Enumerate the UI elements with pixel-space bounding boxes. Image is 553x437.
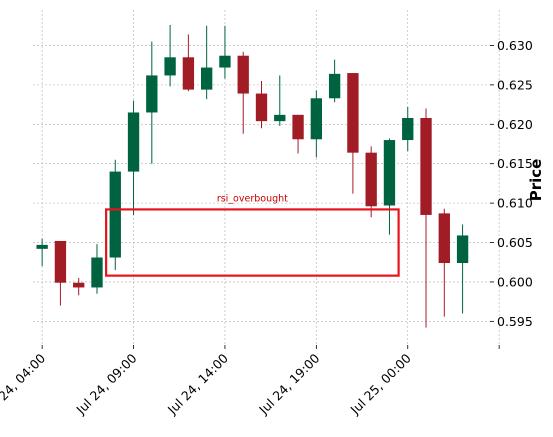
candle-body bbox=[73, 282, 85, 288]
candle-body bbox=[292, 114, 304, 140]
candle-down bbox=[347, 73, 359, 194]
candle-down bbox=[182, 34, 195, 92]
candle-up bbox=[310, 90, 323, 158]
candle-up bbox=[127, 100, 140, 215]
y-tick-label: 0.615 bbox=[497, 156, 533, 171]
candle-body bbox=[127, 112, 140, 172]
candle-body bbox=[91, 257, 103, 288]
candle-body bbox=[420, 117, 432, 215]
y-tick-label: 0.620 bbox=[497, 117, 533, 132]
x-tick-label: Jul 24, 14:00 bbox=[164, 350, 231, 417]
candle-body bbox=[383, 140, 396, 206]
annotation-box bbox=[105, 208, 400, 277]
y-tick-label: 0.605 bbox=[497, 235, 533, 250]
candle-up bbox=[456, 224, 469, 314]
candle-body bbox=[200, 67, 213, 90]
candle-up bbox=[274, 75, 286, 126]
candle-body bbox=[274, 114, 286, 122]
candle-up bbox=[383, 138, 396, 235]
candle-up bbox=[146, 41, 158, 164]
candle-down bbox=[54, 240, 67, 306]
candle-body bbox=[146, 75, 158, 113]
candle-down bbox=[420, 108, 432, 328]
candle-up bbox=[164, 24, 176, 87]
x-tick-label: Jul 24, 19:00 bbox=[255, 350, 322, 417]
candle-body bbox=[456, 235, 469, 264]
candle-body bbox=[255, 93, 268, 122]
candle-body bbox=[328, 73, 341, 99]
candle-body bbox=[182, 57, 195, 90]
candle-body bbox=[402, 117, 414, 141]
candle-up bbox=[109, 159, 121, 271]
candle-up bbox=[91, 244, 103, 294]
candle-up bbox=[328, 59, 341, 103]
candle-down bbox=[365, 146, 377, 218]
annotation-label: rsi_overbought bbox=[217, 193, 288, 204]
candle-body bbox=[347, 73, 359, 153]
candle-up bbox=[402, 106, 414, 152]
x-tick-label: Jul 24, 09:00 bbox=[73, 350, 140, 417]
candle-body bbox=[36, 244, 48, 249]
candle-body bbox=[365, 152, 377, 207]
x-tick-label: Jul 24, 04:00 bbox=[0, 350, 48, 417]
candles bbox=[36, 24, 469, 328]
candle-down bbox=[237, 51, 249, 134]
candle-down bbox=[292, 114, 304, 154]
y-axis-label: Price bbox=[527, 159, 545, 202]
x-tick-label: Jul 25, 00:00 bbox=[347, 350, 414, 417]
candle-body bbox=[219, 55, 231, 68]
candle-body bbox=[438, 213, 450, 264]
y-tick-label: 0.625 bbox=[497, 77, 533, 92]
candle-body bbox=[109, 171, 121, 258]
candle-down bbox=[73, 278, 85, 296]
y-tick-label: 0.595 bbox=[497, 314, 533, 329]
y-tick-label: 0.600 bbox=[497, 274, 533, 289]
candle-up bbox=[200, 25, 213, 100]
candle-body bbox=[237, 55, 249, 94]
candle-down bbox=[255, 80, 268, 129]
candle-body bbox=[164, 57, 176, 76]
annotations: rsi_overbought bbox=[105, 193, 400, 277]
y-tick-label: 0.610 bbox=[497, 196, 533, 211]
candle-up bbox=[36, 238, 48, 267]
candle-body bbox=[54, 240, 67, 283]
candle-up bbox=[219, 25, 231, 79]
y-tick-label: 0.630 bbox=[497, 38, 533, 53]
candle-down bbox=[438, 208, 450, 317]
candle-body bbox=[310, 98, 323, 140]
